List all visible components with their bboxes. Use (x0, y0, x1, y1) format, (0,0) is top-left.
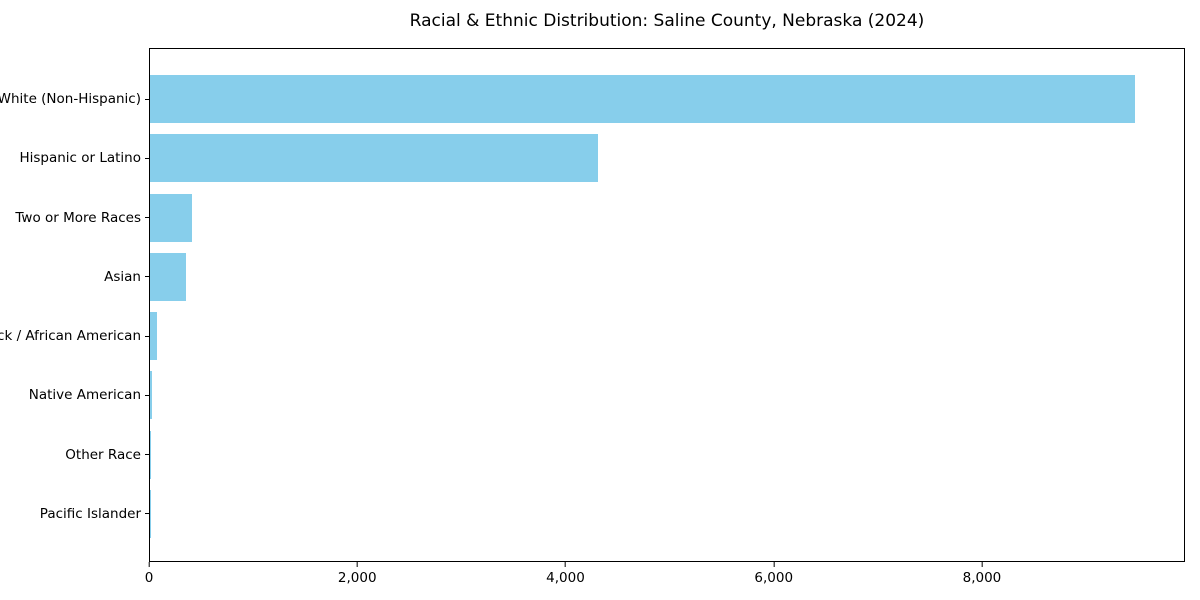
x-tick: 8,000 (962, 562, 1002, 586)
y-axis-label: Native American (28, 387, 141, 404)
y-tick-mark (145, 513, 150, 515)
bar (150, 193, 192, 242)
x-tick-label: 0 (144, 570, 154, 586)
y-tick-mark (145, 157, 150, 159)
x-tick-mark (981, 562, 983, 567)
bar-row: Hispanic or Latino (19, 134, 1184, 183)
y-tick-mark (145, 276, 150, 278)
x-tick-mark (773, 562, 775, 567)
y-tick-mark (145, 335, 150, 337)
x-axis: 0 2,000 4,000 6,000 8,000 (145, 562, 1185, 592)
x-tick-mark (356, 562, 358, 567)
y-tick-mark (145, 98, 150, 100)
y-tick-mark (145, 394, 150, 396)
x-tick: 4,000 (546, 562, 585, 586)
y-axis-label: Hispanic or Latino (19, 150, 141, 167)
bar (150, 312, 157, 361)
bar (150, 252, 186, 301)
y-axis-label: Pacific Islander (39, 505, 141, 522)
y-axis-label: Two or More Races (15, 209, 141, 226)
y-axis-label: Black / African American (0, 328, 141, 345)
bar-row: Native American (29, 371, 1184, 420)
y-tick-mark (145, 217, 150, 219)
x-tick: 0 (144, 562, 154, 586)
bar-row: Black / African American (0, 312, 1184, 361)
bar (150, 371, 152, 420)
x-tick-label: 8,000 (962, 570, 1002, 586)
x-tick: 2,000 (338, 562, 377, 586)
plot-area: White (Non-Hispanic) Hispanic or Latino Tw… (0, 48, 1185, 562)
y-axis-label: Asian (104, 268, 141, 285)
bar-row: White (Non-Hispanic) (0, 75, 1184, 123)
x-tick-label: 6,000 (754, 570, 794, 586)
chart-title: Racial & Ethnic Distribution: Saline Cou… (409, 11, 925, 31)
bar (150, 430, 151, 479)
x-tick-mark (148, 562, 150, 567)
y-axis-label: White (Non-Hispanic) (0, 91, 141, 107)
bar-row: Pacific Islander (40, 489, 1184, 538)
x-tick-label: 2,000 (337, 570, 377, 586)
bar (150, 134, 599, 183)
x-tick-label: 4,000 (546, 570, 585, 586)
x-tick: 6,000 (754, 562, 793, 586)
bar-row: Other Race (65, 430, 1184, 479)
bar (150, 75, 1135, 123)
y-tick-mark (145, 454, 150, 456)
x-tick-mark (564, 562, 566, 567)
bar-row: Asian (104, 252, 1184, 301)
y-axis-label: Other Race (65, 446, 141, 463)
bar-row: Two or More Races (15, 193, 1184, 242)
